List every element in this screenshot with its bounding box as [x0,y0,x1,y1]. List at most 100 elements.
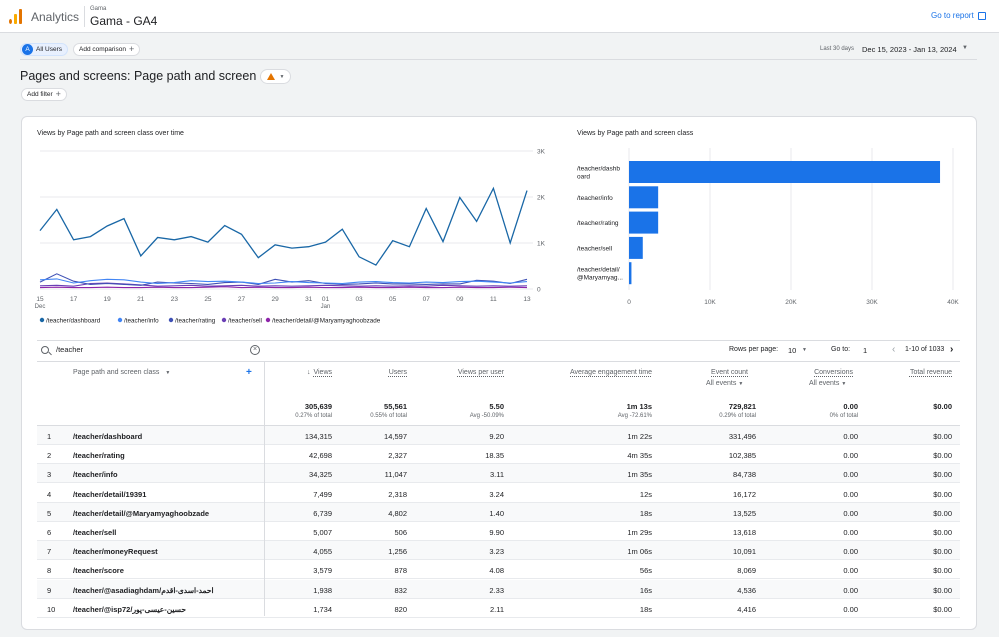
app-name[interactable]: Analytics [31,10,80,24]
table-row[interactable]: 5/teacher/detail/@Maryamyaghoobzade 6,739… [37,502,960,522]
revenue-cell: $0.00 [933,547,952,557]
users-cell: 2,318 [388,489,407,499]
event-count-cell: 10,091 [733,547,756,557]
series-line [39,273,528,286]
total-users-sub: 0.55% of total [370,413,407,419]
conversions-header[interactable]: Conversions [814,369,853,376]
page-path-link[interactable]: /teacher/@asadiaghdam/احمد-اسدی-اقدم [73,585,214,595]
x-tick-label: 07 [423,296,431,303]
bar [629,186,659,209]
conversions-cell: 0.00 [843,604,858,614]
avg-engagement-header[interactable]: Average engagement time [570,369,652,376]
table-row[interactable]: 4/teacher/detail/19391 7,499 2,318 3.24 12s 1… [37,484,960,503]
conversions-cell: 0.00 [843,432,858,441]
table-row[interactable]: 2/teacher/rating 42,698 2,327 18.35 4m 35s 10… [37,445,960,465]
bar-category-label: @Maryamyag... [577,275,623,282]
conversions-filter-label: All events [809,380,840,387]
views-cell: 42,698 [309,451,332,461]
views-per-user-cell: 4.08 [489,566,504,576]
add-comparison-button[interactable]: Add comparison + [73,43,141,56]
views-per-user-cell: 3.11 [489,470,504,480]
caret-down-icon: ▼ [165,370,171,376]
chevron-left-icon[interactable]: ‹ [892,344,896,355]
views-cell: 3,579 [313,566,332,576]
x-tick-label: 17 [70,296,78,303]
go-to-report-label: Go to report [931,11,974,20]
event-count-filter-label: All events [706,380,737,387]
all-users-label: All Users [36,46,63,53]
caret-down-icon[interactable]: ▼ [802,347,807,353]
caret-down-icon: ▼ [738,381,744,387]
event-count-cell: 4,536 [737,585,756,595]
users-header[interactable]: Users [388,369,407,376]
date-range-label: Last 30 days [820,46,855,52]
bar [629,161,941,183]
views-header[interactable]: ↓ Views [307,369,332,376]
report-status-chip[interactable]: ▼ [260,69,291,84]
rows-per-page-select[interactable]: 10 [788,346,797,355]
table-row[interactable]: 1/teacher/dashboard 134,315 14,597 9.20 1m 2… [37,426,960,445]
views-per-user-cell: 2.11 [489,604,504,614]
event-count-header[interactable]: Event count [711,369,748,376]
table-row[interactable]: 3/teacher/info 34,325 11,047 3.11 1m 35s 84,7… [37,464,960,484]
views-per-user-cell: 1.40 [489,508,504,518]
page-path-link[interactable]: /teacher/info [73,470,118,480]
page-path-link[interactable]: /teacher/detail/19391 [73,489,147,499]
page-path-link[interactable]: /teacher/dashboard [73,432,143,441]
row-number: 3 [47,470,52,480]
page-path-link[interactable]: /teacher/moneyRequest [73,547,158,557]
views-per-user-cell: 9.90 [489,528,504,537]
goto-page-input[interactable]: 1 [863,346,868,355]
x-tick-label: 09 [456,296,464,303]
bar [629,262,632,285]
plus-icon: + [128,44,135,54]
views-cell: 7,499 [313,489,332,499]
views-per-user-header[interactable]: Views per user [457,369,504,376]
page-path-link[interactable]: /teacher/score [73,566,124,576]
go-to-report-link[interactable]: Go to report [931,11,986,20]
search-input[interactable] [56,345,256,354]
dimension-header[interactable]: Page path and screen class ▼ [73,369,170,376]
conversions-filter[interactable]: All events ▼ [809,380,846,387]
property-selector[interactable]: Gama - GA4 [90,14,158,28]
avg-engagement-cell: 1m 06s [627,547,652,557]
views-per-user-cell: 2.33 [489,585,504,595]
page-path-link[interactable]: /teacher/detail/@Maryamyaghoobzade [73,508,210,518]
views-cell: 6,739 [313,508,332,518]
add-filter-button[interactable]: Add filter + [21,88,67,101]
bar-chart-title: Views by Page path and screen class [577,130,694,137]
column-divider [264,362,265,616]
page-path-link[interactable]: /teacher/@isp72/حسین-عیسی-پور [73,604,186,614]
analytics-logo-icon [9,9,23,24]
views-per-user-cell: 18.35 [485,451,504,461]
series-line [39,286,528,289]
page-title: Pages and screens: Page path and screen … [20,69,289,83]
x-tick-label: 30K [866,299,878,306]
table-row[interactable]: 7/teacher/moneyRequest 4,055 1,256 3.23 1m 0… [37,541,960,561]
table-row[interactable]: 6/teacher/sell 5,007 506 9.90 1m 29s 13,618 0.… [37,522,960,541]
event-count-filter[interactable]: All events ▼ [706,380,743,387]
goto-label: Go to: [831,346,851,353]
date-range-picker[interactable]: Dec 15, 2023 - Jan 13, 2024 [862,45,957,54]
add-dimension-button[interactable]: + [246,367,252,378]
dimension-header-label: Page path and screen class [73,369,160,376]
clear-icon[interactable]: × [250,345,260,355]
bar [629,211,659,234]
page-path-link[interactable]: /teacher/rating [73,451,125,461]
account-name[interactable]: Gama [90,6,107,12]
chevron-right-icon[interactable]: › [950,344,954,355]
all-users-chip[interactable]: A All Users [20,43,69,56]
page-path-link[interactable]: /teacher/sell [73,528,117,537]
avg-engagement-cell: 18s [639,508,652,518]
table-row[interactable]: 10/teacher/@isp72/حسین-عیسی-پور 1,734 820 2… [37,599,960,618]
divider [84,6,85,27]
table-row[interactable]: 8/teacher/score 3,579 878 4.08 56s 8,069 0.00 $… [37,560,960,580]
caret-down-icon[interactable]: ▼ [962,45,968,51]
table-row[interactable]: 9/teacher/@asadiaghdam/احمد-اسدی-اقدم 1,9… [37,579,960,599]
total-avg-engagement-sub: Avg -72.61% [617,413,652,419]
total-revenue-header[interactable]: Total revenue [909,369,952,376]
x-tick-label: 23 [171,296,179,303]
conversions-cell: 0.00 [843,585,858,595]
revenue-cell: $0.00 [933,566,952,576]
